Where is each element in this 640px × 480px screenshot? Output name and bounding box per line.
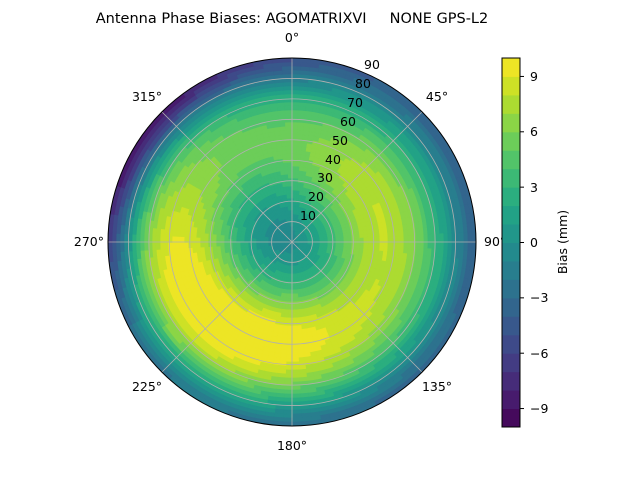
bias-cell [447, 232, 453, 243]
bias-cell [443, 232, 449, 243]
bias-cell [286, 141, 293, 147]
bias-cell [285, 133, 293, 139]
bias-cell [282, 81, 293, 87]
bias-cell [131, 241, 137, 252]
bias-cell [287, 161, 293, 167]
bias-cell [284, 121, 293, 127]
chart-title: Antenna Phase Biases: AGOMATRIXVI NONE G… [96, 11, 488, 27]
bias-contour-field [108, 58, 476, 426]
bias-cell [285, 129, 293, 135]
bias-cell [284, 109, 293, 115]
bias-cell [283, 89, 293, 95]
bias-cell [283, 101, 293, 107]
bias-cell [291, 397, 302, 403]
bias-cell [283, 93, 293, 99]
bias-cell [291, 405, 302, 411]
bias-cell [285, 125, 293, 131]
bias-cell [286, 149, 293, 155]
bias-cell [286, 145, 293, 151]
bias-cell [284, 117, 293, 123]
bias-cell [282, 85, 293, 91]
bias-cell [286, 153, 293, 159]
polar-plot-area: 0° 45° 90° 135° 180° 225° 270° 315° 10 2… [74, 30, 506, 453]
bias-cell [135, 241, 141, 252]
bias-cell [455, 232, 461, 243]
bias-cell [284, 113, 293, 119]
bias-cell [291, 393, 302, 399]
bias-cell [287, 165, 293, 171]
bias-cell [284, 105, 293, 111]
